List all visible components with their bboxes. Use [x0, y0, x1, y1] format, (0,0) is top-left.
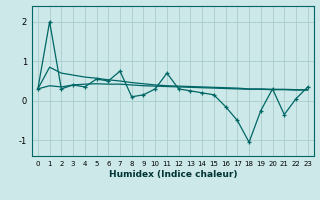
X-axis label: Humidex (Indice chaleur): Humidex (Indice chaleur) [108, 170, 237, 179]
